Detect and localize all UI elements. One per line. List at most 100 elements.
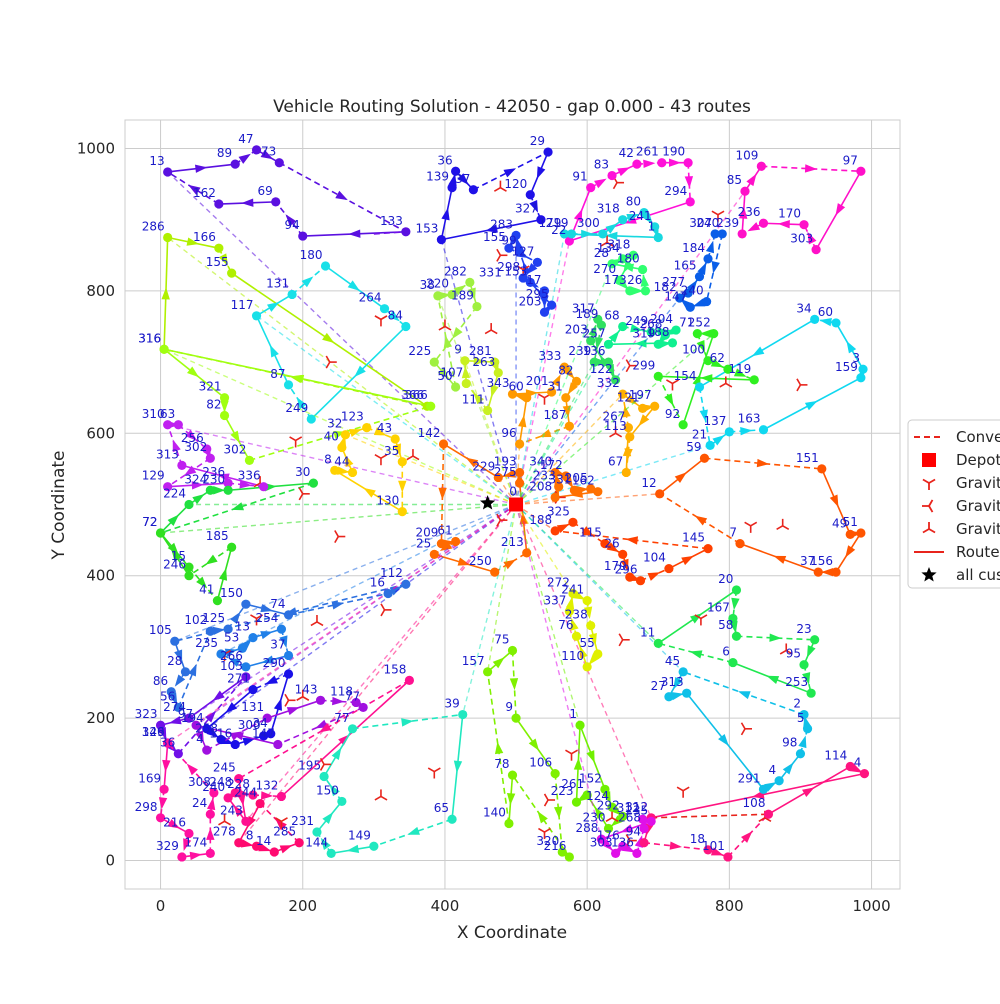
depot-marker bbox=[509, 497, 524, 512]
route-arrow bbox=[595, 357, 608, 367]
customer-label: 140 bbox=[483, 805, 506, 819]
customer-node bbox=[205, 626, 215, 636]
customer-node bbox=[337, 442, 347, 453]
route-arrow bbox=[737, 691, 751, 700]
route-arrow bbox=[711, 260, 720, 274]
customer-label: 89 bbox=[217, 146, 232, 160]
route-arrow bbox=[192, 494, 205, 505]
customer-label: 179 bbox=[604, 559, 627, 573]
customer-node bbox=[340, 430, 351, 440]
customer-node bbox=[438, 439, 449, 449]
customer-label: 156 bbox=[810, 554, 833, 568]
gravity-marker bbox=[319, 757, 332, 771]
customer-label: 366 bbox=[401, 388, 424, 402]
customer-node bbox=[447, 183, 457, 193]
customer-node bbox=[401, 321, 411, 332]
route-arrow bbox=[731, 597, 740, 611]
customer-label: 320 bbox=[536, 834, 559, 848]
customer-node bbox=[460, 356, 470, 366]
customer-label: 188 bbox=[647, 325, 670, 339]
route-arrow bbox=[230, 611, 241, 624]
customer-label: 60 bbox=[818, 305, 833, 319]
customer-label: 319 bbox=[632, 326, 655, 340]
gravity-marker bbox=[310, 614, 324, 627]
gravity-marker-arm bbox=[284, 693, 290, 701]
customer-label: 294 bbox=[664, 184, 687, 198]
customer-node bbox=[831, 318, 841, 328]
customer-node bbox=[184, 713, 194, 723]
route-arrow bbox=[625, 536, 639, 545]
customer-label: 12 bbox=[641, 476, 656, 490]
route-arrow bbox=[467, 287, 476, 301]
customer-label: 4 bbox=[196, 732, 204, 746]
customer-node bbox=[728, 613, 738, 624]
gravity-marker-arm bbox=[289, 436, 297, 442]
gravity-marker-arm bbox=[325, 355, 331, 363]
customer-node bbox=[159, 344, 169, 354]
customer-label: 256 bbox=[181, 431, 204, 445]
customer-label: 151 bbox=[796, 451, 819, 465]
depot-connector bbox=[516, 493, 660, 506]
customer-label: 235 bbox=[195, 636, 218, 650]
route-segment bbox=[736, 635, 815, 641]
customer-node bbox=[390, 434, 400, 444]
route-arrow bbox=[606, 542, 619, 553]
customer-node bbox=[756, 161, 766, 171]
gravity-marker-arm bbox=[618, 639, 624, 647]
customer-node bbox=[621, 467, 631, 478]
customer-node bbox=[214, 243, 224, 253]
route-arrow bbox=[231, 502, 244, 511]
customer-label: 8 bbox=[246, 828, 254, 842]
customer-label: 313 bbox=[156, 447, 179, 461]
customer-node bbox=[610, 848, 621, 858]
gravity-marker-arm bbox=[611, 817, 619, 822]
customer-label: 104 bbox=[643, 551, 666, 565]
gravity-marker bbox=[779, 643, 793, 655]
customer-node bbox=[671, 325, 681, 335]
customer-label: 179 bbox=[538, 216, 561, 230]
customer-label: 115 bbox=[579, 526, 602, 540]
gravity-marker bbox=[719, 376, 733, 388]
customer-node bbox=[657, 158, 667, 168]
customer-label: 139 bbox=[426, 170, 449, 184]
customer-label: 5 bbox=[797, 711, 805, 725]
gravity-marker bbox=[484, 323, 498, 335]
customer-node bbox=[173, 749, 183, 759]
customer-node bbox=[287, 289, 297, 300]
gravity-marker-arm bbox=[666, 379, 673, 385]
customer-node bbox=[566, 229, 577, 239]
customer-node bbox=[525, 190, 535, 200]
customer-node bbox=[653, 638, 663, 648]
customer-label: 290 bbox=[263, 656, 286, 670]
route-arrow bbox=[565, 596, 575, 610]
customer-label: 203 bbox=[519, 294, 542, 308]
customer-node bbox=[227, 268, 237, 278]
customer-node bbox=[703, 544, 713, 554]
customer-node bbox=[731, 631, 742, 641]
route-arrow bbox=[563, 366, 575, 379]
customer-label: 26 bbox=[604, 536, 619, 550]
customer-node bbox=[699, 453, 710, 463]
customer-node bbox=[209, 788, 219, 798]
route-arrow bbox=[407, 826, 421, 835]
gravity-marker-arm bbox=[433, 767, 441, 773]
customer-node bbox=[251, 145, 262, 155]
route-arrow bbox=[594, 178, 607, 189]
gravity-marker-arm bbox=[438, 325, 446, 331]
customer-label: 62 bbox=[710, 351, 725, 365]
route-arrow bbox=[162, 759, 171, 773]
customer-node bbox=[511, 230, 521, 240]
customer-label: 97 bbox=[843, 153, 858, 167]
customer-node bbox=[271, 197, 281, 207]
customer-label: 240 bbox=[696, 216, 719, 230]
customer-node bbox=[655, 489, 665, 499]
customer-label: 102 bbox=[184, 613, 207, 627]
customer-label: 209 bbox=[415, 526, 438, 540]
gravity-marker-arm bbox=[406, 455, 414, 461]
gravity-marker bbox=[374, 454, 388, 466]
customer-label: 45 bbox=[665, 654, 680, 668]
gravity-marker bbox=[600, 235, 614, 247]
route-arrow bbox=[690, 613, 703, 624]
y-tick-label: 400 bbox=[86, 567, 115, 585]
customer-label: 203 bbox=[565, 323, 588, 337]
